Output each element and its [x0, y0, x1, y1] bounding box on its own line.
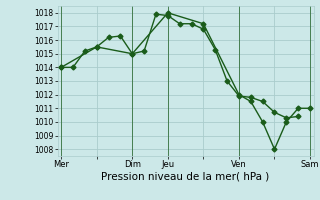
X-axis label: Pression niveau de la mer( hPa ): Pression niveau de la mer( hPa ) [101, 172, 270, 182]
